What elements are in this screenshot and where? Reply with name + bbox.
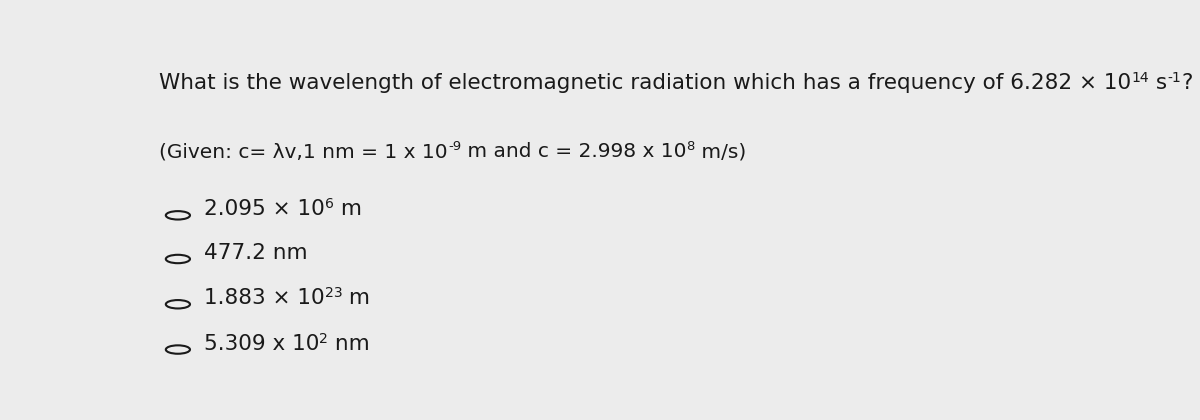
Text: 2: 2: [319, 332, 328, 346]
Text: What is the wavelength of electromagnetic radiation which has a frequency of 6.2: What is the wavelength of electromagneti…: [160, 73, 1132, 93]
Text: m: m: [342, 288, 371, 308]
Text: m: m: [334, 200, 361, 219]
Text: 6: 6: [325, 197, 334, 211]
Text: m and c = 2.998 x 10: m and c = 2.998 x 10: [461, 142, 686, 161]
Text: (Given: c= λv,1 nm = 1 x 10: (Given: c= λv,1 nm = 1 x 10: [160, 142, 448, 161]
Text: ?: ?: [1181, 73, 1193, 93]
Text: 1.883 × 10: 1.883 × 10: [204, 288, 324, 308]
Text: s: s: [1150, 73, 1168, 93]
Text: 5.309 x 10: 5.309 x 10: [204, 333, 319, 354]
Text: -1: -1: [1168, 71, 1181, 85]
Text: m/s): m/s): [695, 142, 746, 161]
Text: 8: 8: [686, 140, 695, 153]
Text: 23: 23: [324, 286, 342, 300]
Text: nm: nm: [328, 333, 370, 354]
Text: 14: 14: [1132, 71, 1150, 85]
Text: -9: -9: [448, 140, 461, 153]
Text: 477.2 nm: 477.2 nm: [204, 243, 307, 263]
Text: 2.095 × 10: 2.095 × 10: [204, 200, 325, 219]
